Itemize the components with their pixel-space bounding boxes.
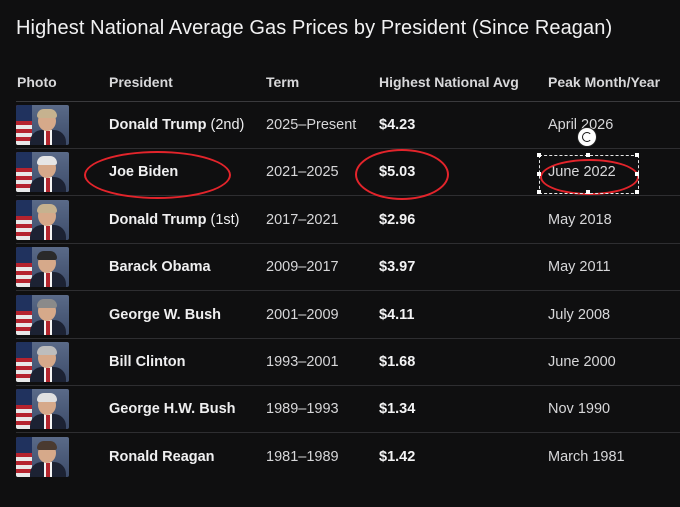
row-divider [16,337,680,339]
president-name-text: Joe Biden [109,164,179,181]
term-cell: 2009–2017 [266,259,339,276]
highest-avg-cell: $2.96 [379,211,416,228]
page-title: Highest National Average Gas Prices by P… [16,17,613,39]
flag-image [16,247,32,288]
president-name: Joe Biden [109,164,178,180]
peak-cell: Nov 1990 [548,401,611,418]
term-cell: 1981–1989 [266,448,339,465]
flag-image [16,436,32,477]
peak-cell: March 1981 [548,448,625,465]
president-photo [16,247,69,288]
table-header: Photo President Term Highest National Av… [0,72,680,94]
highest-avg-cell: $1.34 [379,401,416,418]
peak-cell: May 2011 [548,259,611,276]
highest-avg-cell: $4.11 [379,306,415,323]
term-cell: 2001–2009 [266,306,339,323]
peak-cell: June 2000 [548,354,616,370]
row-divider [16,195,680,197]
highest-avg-cell: $1.68 [379,354,416,370]
flag-image [16,152,32,193]
term-cell: 1989–1993 [266,401,339,418]
table-row: George H.W. Bush 1989–1993 $1.34 Nov 1990 [0,386,680,434]
row-divider [16,290,680,292]
flag-image [16,105,32,145]
president-photo [16,342,69,382]
row-divider [16,242,680,244]
table-row: Barack Obama 2009–2017 $3.97 May 2011 [0,244,680,292]
president-name-text: George H.W. Bush [109,401,236,418]
president-name-text: Barack Obama [109,259,211,276]
president-term-suffix: (2nd) [210,117,245,133]
president-name-text: Donald Trump [109,211,207,228]
president-photo [16,199,69,240]
president-name-text: Bill Clinton [109,354,186,370]
president-name-text: George W. Bush [109,306,221,323]
president-name-text: Ronald Reagan [109,448,215,465]
table-row: Joe Biden 2021–2025 $5.03 June 2022 [0,149,680,197]
flag-image [16,342,32,382]
president-name: Bill Clinton [109,354,186,370]
president-name: Donald Trump (2nd) [109,117,244,133]
peak-cell: April 2026 [548,117,614,133]
president-photo [16,152,69,193]
highest-avg-cell: $3.97 [379,259,416,276]
highest-avg-cell: $5.03 [379,164,416,181]
row-divider [16,432,680,434]
header-divider [16,101,680,102]
president-photo [16,389,69,430]
table-row: George W. Bush 2001–2009 $4.11 July 2008 [0,292,680,339]
highest-avg-cell: $4.23 [379,117,416,133]
peak-cell: June 2022 [548,164,616,181]
column-header-highest-avg: Highest National Avg [379,74,519,90]
president-name: George H.W. Bush [109,401,236,417]
column-header-president: President [109,74,173,90]
president-name: Barack Obama [109,259,211,275]
column-header-photo: Photo [17,74,57,90]
column-header-peak: Peak Month/Year [548,74,661,90]
flag-image [16,199,32,240]
president-photo [16,436,69,477]
peak-cell: May 2018 [548,211,612,228]
row-divider [16,385,680,386]
flag-image [16,389,32,430]
term-cell: 2017–2021 [266,211,339,228]
president-photo [16,105,69,145]
term-cell: 2021–2025 [266,164,339,181]
flag-image [16,294,32,335]
president-name: George W. Bush [109,307,221,323]
row-divider [16,148,680,149]
term-cell: 1993–2001 [266,354,339,370]
table-row: Ronald Reagan 1981–1989 $1.42 March 1981 [0,434,680,481]
president-photo [16,294,69,335]
table-row: Donald Trump (2nd) 2025–Present $4.23 April… [0,102,680,149]
president-name: Donald Trump (1st) [109,212,240,228]
column-header-term: Term [266,74,300,90]
table-row: Donald Trump (1st) 2017–2021 $2.96 May 2018 [0,197,680,244]
peak-cell: July 2008 [548,306,611,323]
table-row: Bill Clinton 1993–2001 $1.68 June 2000 [0,339,680,386]
highest-avg-cell: $1.42 [379,448,416,465]
term-cell: 2025–Present [266,117,357,133]
president-term-suffix: (1st) [210,211,240,228]
president-name: Ronald Reagan [109,449,215,465]
president-name-text: Donald Trump [109,117,207,133]
